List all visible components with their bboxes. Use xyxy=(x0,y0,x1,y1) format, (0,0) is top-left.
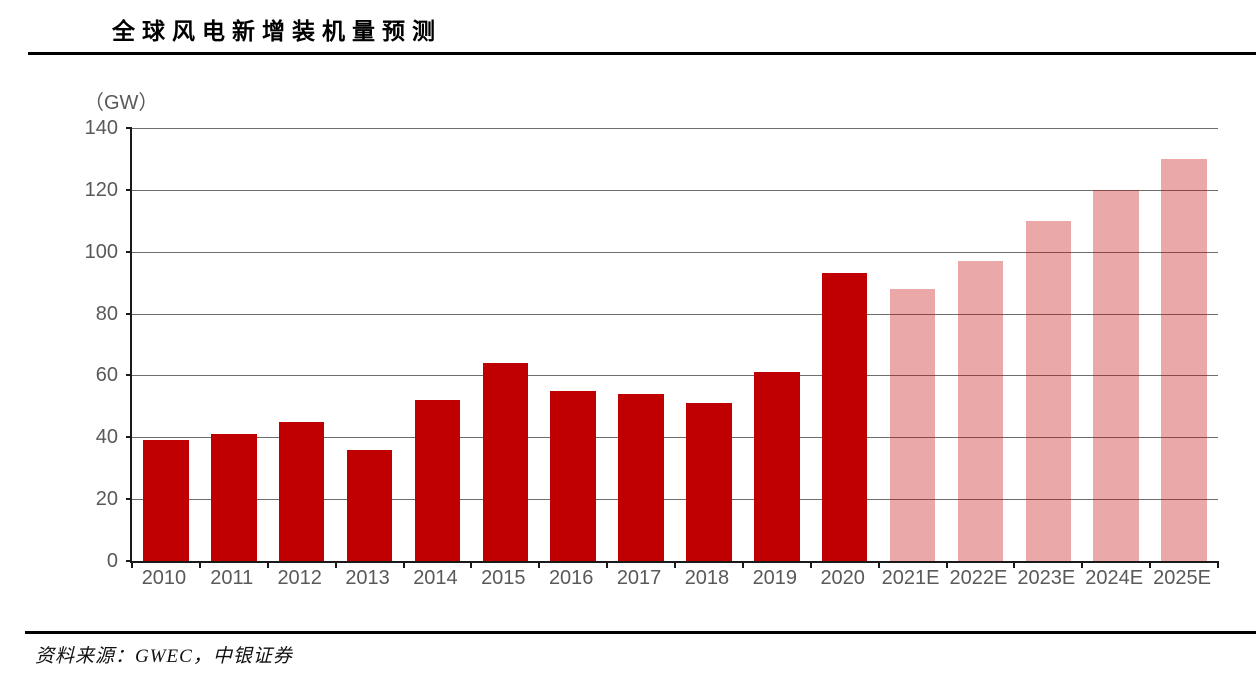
x-axis-label: 2011 xyxy=(210,567,254,589)
bar-2022E xyxy=(957,261,1004,561)
gridline xyxy=(132,499,1218,501)
x-axis-label: 2024E xyxy=(1085,567,1144,589)
x-axis-tick xyxy=(1013,561,1016,568)
y-axis-tick-label: 100 xyxy=(84,240,118,263)
y-axis-tick xyxy=(126,498,132,501)
bar-slot xyxy=(675,128,743,561)
y-axis-tick-label: 0 xyxy=(106,550,118,572)
bar-slot xyxy=(1014,128,1082,561)
bar-2024E xyxy=(1093,189,1139,561)
bar-2023E xyxy=(1025,220,1072,561)
x-axis-labels: 2010 2011 2012 2013 2014 2015 2016 2017 2018 2019… xyxy=(130,567,1216,590)
bar-2025E xyxy=(1161,158,1207,561)
x-axis-tick xyxy=(402,561,405,568)
bar-slot xyxy=(404,128,472,561)
x-axis-label: 2013 xyxy=(345,567,390,589)
bar-slot xyxy=(200,128,268,561)
gridline xyxy=(132,375,1218,377)
y-axis-tick xyxy=(126,560,132,562)
y-axis-tick-label: 80 xyxy=(95,302,118,325)
x-axis-tick xyxy=(945,561,948,568)
x-axis-label: 2019 xyxy=(752,567,798,589)
y-axis-tick xyxy=(126,312,132,315)
bar-slot xyxy=(1150,128,1218,561)
bars-container xyxy=(132,128,1218,561)
x-axis-label: 2017 xyxy=(616,567,662,589)
x-axis-tick xyxy=(1149,561,1152,568)
x-axis-label: 2022E xyxy=(949,567,1008,589)
x-axis-label: 2015 xyxy=(481,567,526,589)
x-axis-label: 2020 xyxy=(820,567,865,589)
gridline xyxy=(132,128,1218,129)
bar-2012 xyxy=(278,421,325,561)
bar-slot xyxy=(539,128,607,561)
x-axis-label: 2012 xyxy=(277,567,322,589)
source-text: 资料来源：GWEC，中银证券 xyxy=(35,646,293,667)
x-axis-tick xyxy=(809,561,812,568)
bar-2016 xyxy=(550,390,596,561)
bar-2013 xyxy=(346,449,393,561)
bar-slot xyxy=(743,128,811,561)
bar-slot xyxy=(1082,128,1150,561)
bar-slot xyxy=(471,128,539,561)
bar-2010 xyxy=(143,440,189,561)
x-axis-tick xyxy=(131,561,133,568)
bar-2019 xyxy=(754,372,800,561)
bar-slot xyxy=(811,128,879,561)
chart-title: 全球风电新增装机量预测 xyxy=(112,19,442,44)
x-axis-tick xyxy=(877,561,880,568)
y-axis-tick xyxy=(126,436,132,439)
plot-area: 0 20 40 60 80 100 120 140 xyxy=(85,118,1219,571)
y-axis-tick-label: 120 xyxy=(84,178,118,201)
y-axis-tick-label: 60 xyxy=(95,364,118,387)
x-axis-tick xyxy=(470,561,473,568)
bar-2020 xyxy=(821,273,868,561)
bar-slot xyxy=(947,128,1015,561)
y-axis-tick-label: 40 xyxy=(95,426,118,449)
x-axis-tick xyxy=(538,561,541,568)
x-axis-tick xyxy=(741,561,744,568)
bar-2017 xyxy=(618,394,664,561)
gridline xyxy=(132,189,1218,191)
gridline xyxy=(132,251,1218,253)
y-axis-tick xyxy=(126,127,132,129)
x-axis-label: 2025E xyxy=(1153,567,1211,589)
gridline xyxy=(132,313,1218,315)
x-axis-label: 2014 xyxy=(413,567,458,589)
x-axis-label: 2023E xyxy=(1017,567,1076,589)
x-axis-label: 2010 xyxy=(141,567,187,589)
x-axis-tick xyxy=(674,561,676,568)
gridline xyxy=(132,437,1218,439)
bar-2018 xyxy=(686,403,732,561)
bar-2015 xyxy=(482,363,529,561)
y-axis-unit-label: （GW） xyxy=(84,92,159,114)
bar-2011 xyxy=(211,434,257,561)
x-axis-tick xyxy=(198,561,201,568)
y-axis-tick xyxy=(126,250,132,253)
x-axis-tick xyxy=(1217,561,1219,568)
x-axis-tick xyxy=(606,561,609,568)
bar-slot xyxy=(336,128,404,561)
y-axis-tick xyxy=(126,374,132,377)
x-axis-tick xyxy=(334,561,337,568)
source-divider xyxy=(25,631,1256,634)
x-axis-tick xyxy=(266,561,269,568)
x-axis-label: 2016 xyxy=(548,567,594,589)
title-underline xyxy=(28,52,1256,55)
x-axis-label: 2021E xyxy=(881,567,940,589)
bar-slot xyxy=(607,128,675,561)
bar-2021E xyxy=(889,288,936,561)
bar-slot xyxy=(879,128,947,561)
x-axis-tick xyxy=(1081,561,1084,568)
bar-slot xyxy=(268,128,336,561)
x-axis-label: 2018 xyxy=(684,567,730,589)
bar-slot xyxy=(132,128,200,561)
y-axis-tick-label: 20 xyxy=(95,488,118,511)
bar-2014 xyxy=(414,400,461,561)
y-axis-tick-label: 140 xyxy=(84,117,118,139)
y-axis-tick xyxy=(126,188,132,191)
